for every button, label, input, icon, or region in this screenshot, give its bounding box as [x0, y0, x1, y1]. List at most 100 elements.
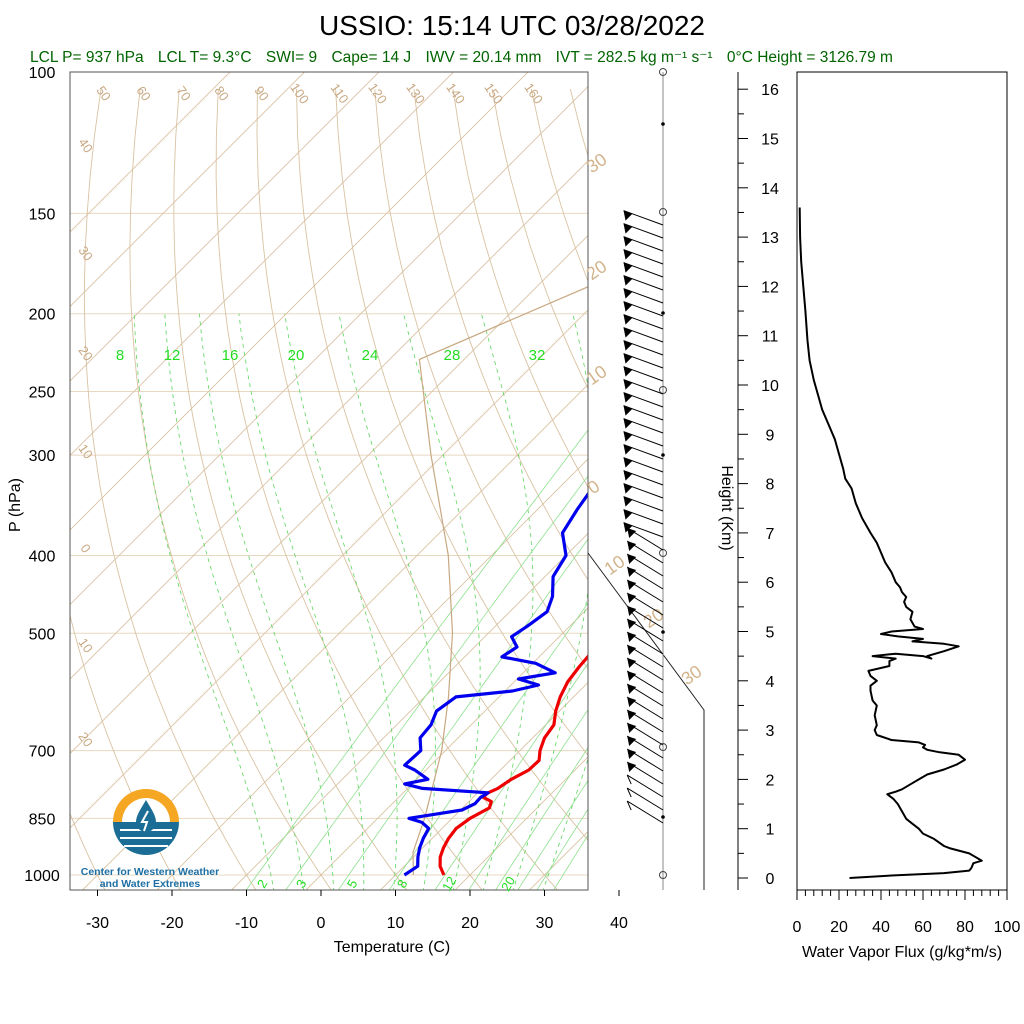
- isotherm-label: 20: [75, 343, 96, 363]
- wind-height-marker: [661, 311, 665, 315]
- height-tick-label: 7: [766, 526, 775, 543]
- temperature-tick-label: -10: [235, 915, 258, 932]
- wind-barb-flag: [623, 379, 633, 390]
- dry-adiabat-label: 140: [443, 80, 468, 106]
- isotherm-label: 30: [678, 661, 706, 689]
- wind-barb-flag: [623, 327, 633, 338]
- mixing-ratio-label: 12: [164, 347, 181, 364]
- wind-barb-flag: [627, 541, 637, 552]
- moist-adiabat-line: [481, 313, 534, 890]
- wind-barb-flag: [623, 496, 633, 507]
- temperature-tick-label: 40: [610, 915, 628, 932]
- wind-barb-flag: [623, 366, 633, 377]
- height-tick-label: 1: [766, 822, 775, 839]
- wind-barb-flag: [627, 697, 637, 708]
- isotherm-label: 20: [75, 729, 96, 749]
- isotherm-line: [70, 72, 231, 233]
- wind-barb-flag: [627, 593, 637, 604]
- isotherm-label: 40: [75, 135, 96, 155]
- height-tick-label: 8: [766, 477, 775, 494]
- dry-adiabat-line: [83, 88, 257, 890]
- pressure-tick-label: 850: [29, 811, 56, 828]
- isotherm-line: [70, 72, 380, 382]
- moist-adiabat-line: [164, 313, 305, 890]
- isotherm-label: 30: [583, 149, 611, 177]
- wind-barb-flag: [623, 431, 633, 442]
- dry-adiabat-label: 50: [93, 83, 114, 103]
- wind-barb-flag: [623, 470, 633, 481]
- mixing-ratio-line: [517, 779, 588, 890]
- moist-adiabat-line: [199, 313, 335, 890]
- height-tick-label: 3: [766, 723, 775, 740]
- mixing-ratio-line: [245, 429, 588, 890]
- dewpoint-profile: [403, 491, 588, 877]
- isotherm-label: 10: [75, 635, 96, 655]
- wind-barb-flag: [627, 671, 637, 682]
- skewt-frame: [69, 71, 589, 891]
- flux-profile: [798, 207, 983, 879]
- isotherm-line: [379, 681, 588, 890]
- wind-height-marker: [659, 208, 667, 216]
- dry-adiabat-line: [766, 89, 1024, 892]
- dry-adiabat-label: 80: [211, 83, 232, 103]
- mixing-ratio-line: [553, 834, 588, 890]
- wind-barb-flag: [623, 405, 633, 416]
- dry-adiabat-line: [173, 88, 408, 890]
- wind-height-marker: [659, 871, 667, 879]
- dry-adiabat-label: 160: [521, 80, 546, 106]
- height-tick-label: 14: [761, 181, 779, 198]
- temperature-profile: [438, 654, 588, 876]
- wind-barb: [626, 800, 664, 824]
- wind-barb-flag: [623, 392, 633, 403]
- wind-barb-flag: [623, 288, 633, 299]
- dry-adiabat-line: [805, 89, 1024, 892]
- moist-adiabat-line: [403, 313, 481, 890]
- lcl-pressure: LCL P= 937 hPa: [30, 49, 144, 66]
- wind-barb-flag: [627, 710, 637, 721]
- height-tick-label: 15: [761, 132, 779, 149]
- height-axis-label: Height (Km): [718, 465, 735, 550]
- isotherm-label: 30: [75, 243, 96, 263]
- height-tick-label: 6: [766, 575, 775, 592]
- isotherm-line: [70, 72, 529, 531]
- temperature-tick-label: 0: [317, 915, 326, 932]
- isotherm-label: 10: [75, 441, 96, 461]
- dry-adiabat-label: 130: [403, 80, 428, 106]
- pressure-tick-label: 250: [29, 385, 56, 402]
- pressure-axis-label: P (hPa): [7, 478, 24, 532]
- mixing-ratio-line: [434, 662, 588, 890]
- lcl-temperature: LCL T= 9.3°C: [157, 49, 252, 66]
- wind-barb-flag: [627, 658, 637, 669]
- wvflux-frame: [796, 71, 1008, 891]
- wind-barb-flag: [627, 567, 637, 578]
- wind-barb-flag: [623, 314, 633, 325]
- mixing-ratio-line: [337, 538, 588, 890]
- flux-axis-label: Water Vapor Flux (g/kg*m/s): [802, 944, 1002, 961]
- flux-tick-label: 40: [872, 919, 890, 936]
- mixing-ratio-label: 16: [222, 347, 239, 364]
- mixing-ratio-label: 3: [293, 877, 310, 891]
- wind-barb-flag: [623, 275, 633, 286]
- wind-barb-flag: [627, 723, 637, 734]
- pressure-tick-label: 150: [29, 206, 56, 223]
- dry-adiabat-label: 90: [251, 83, 272, 103]
- wind-height-marker: [661, 453, 665, 457]
- dry-adiabat-line: [374, 88, 588, 670]
- wind-barb-flag: [623, 483, 633, 494]
- temperature-tick-label: -30: [86, 915, 109, 932]
- dry-adiabat-line: [649, 89, 1024, 892]
- dry-adiabat-label: 70: [173, 83, 194, 103]
- wind-barb-feather: [626, 787, 632, 798]
- isotherm-line: [70, 160, 588, 680]
- moist-adiabat-line: [133, 313, 275, 890]
- isotherm-line: [70, 85, 588, 606]
- wind-height-marker: [661, 815, 665, 819]
- temperature-tick-label: 30: [536, 915, 554, 932]
- wind-barb-feather: [626, 800, 632, 811]
- wind-barb-flag: [627, 606, 637, 617]
- dry-adiabat-line: [129, 88, 332, 890]
- wind-barb-flag: [623, 444, 633, 455]
- wind-height-marker: [661, 630, 665, 634]
